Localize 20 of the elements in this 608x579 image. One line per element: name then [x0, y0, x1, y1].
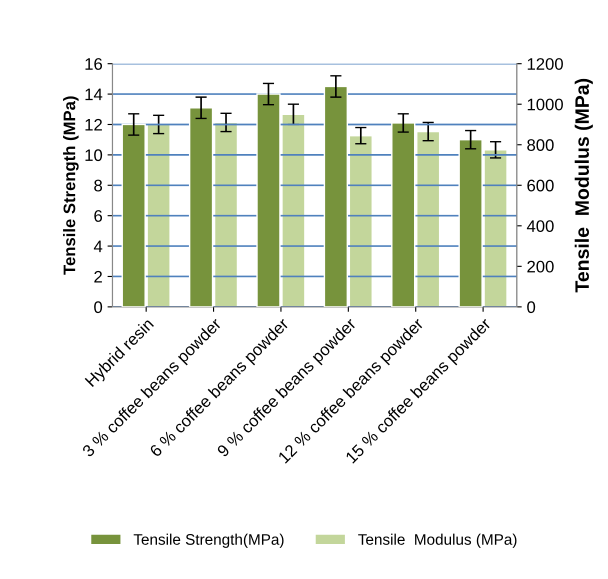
y-tick-label: 16: [85, 58, 102, 70]
y-tick-label: 14: [85, 88, 102, 100]
legend-label: Tensile Modulus (MPa): [358, 534, 516, 548]
y-tick-label: 8: [94, 180, 102, 192]
y-tick-label: 6: [94, 210, 102, 222]
y-axis-title: Tensile Strength (MPa): [63, 96, 79, 275]
y2-tick-label: 800: [527, 139, 554, 151]
y2-axis-title: Tensile Modulus (MPa): [574, 78, 593, 292]
y-tick-label: 12: [85, 118, 102, 131]
y2-tick-label: 1200: [528, 58, 563, 70]
y2-tick-label: 200: [527, 260, 554, 273]
y2-tick-label: 0: [527, 301, 536, 314]
y-tick-label: 0: [94, 301, 102, 314]
y2-tick-label: 600: [527, 180, 554, 192]
y-tick-label: 10: [85, 149, 102, 162]
y-tick-label: 4: [94, 240, 102, 252]
y-tick-label: 2: [94, 270, 102, 283]
legend-label: Tensile Strength(MPa): [134, 534, 284, 548]
y2-tick-label: 400: [526, 220, 554, 232]
y2-tick-label: 1000: [528, 98, 563, 110]
